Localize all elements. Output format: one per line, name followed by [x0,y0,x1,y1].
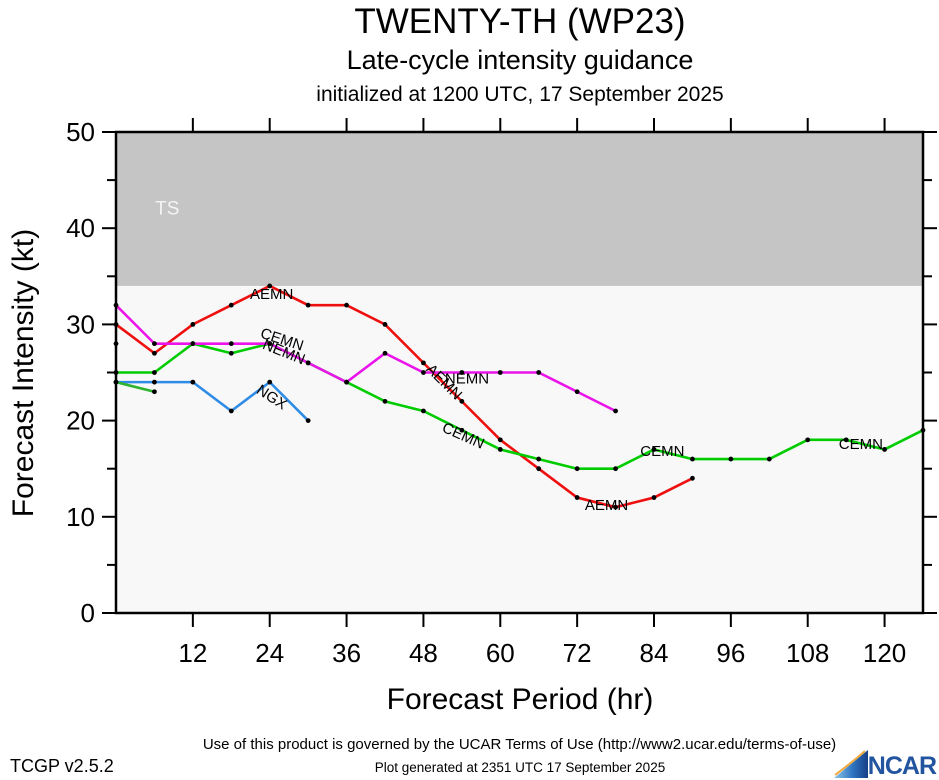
data-point-CEMN [574,466,580,472]
data-point-CEMN [228,350,234,356]
x-tick-label: 108 [786,638,829,668]
ncar-logo: NCAR [833,748,937,780]
data-point-AEMN [574,495,580,500]
data-point-unlabeled [152,389,157,395]
data-point-CEMN [728,456,734,462]
series-label-AEMN: AEMN [250,286,293,303]
x-tick-label: 60 [486,638,515,668]
data-point-NEMN [536,370,542,375]
y-tick-label: 0 [81,598,95,628]
series-label-TS: TS [155,198,179,219]
series-label-CEMN: CEMN [839,436,883,453]
data-point-NEMN [152,341,157,347]
series-label-AEMN: AEMN [585,497,628,514]
data-point-CEMN [805,437,811,443]
data-point-AEMN [690,475,695,481]
x-tick-label: 36 [332,638,361,668]
data-point-NGX [152,379,157,385]
data-point-CEMN [152,370,157,375]
y-tick-label: 30 [66,309,95,339]
y-tick-label: 20 [66,406,95,436]
data-point-AEMN [459,398,465,404]
ncar-swoosh-icon [833,750,868,778]
x-axis-label: Forecast Period (hr) [386,683,654,716]
series-line-NGX [116,380,310,422]
data-point-NGX [267,379,273,385]
x-tick-label: 84 [640,638,669,668]
data-point-CEMN [536,456,542,462]
data-point-AEMN [382,322,388,327]
data-point-NGX [228,408,234,414]
data-point-NEMN [305,360,311,366]
data-point-CEMN [459,427,465,433]
data-point-CEMN [382,398,388,404]
x-tick-label: 120 [863,638,906,668]
data-point-AEMN [152,350,157,356]
init-time-line: initialized at 1200 UTC, 17 September 20… [316,83,724,106]
data-point-CEMN [766,456,772,462]
data-point-NEMN [497,370,503,375]
data-point-AEMN [228,302,234,308]
data-point-AEMN [651,495,657,500]
data-point-CEMN [421,408,426,414]
page-subtitle: Late-cycle intensity guidance [346,45,694,75]
tcgp-version-text: TCGP v2.5.2 [10,756,114,776]
data-point-CEMN [882,447,887,452]
data-point-NEMN [267,341,273,347]
data-point-AEMN [613,504,618,510]
data-point-AEMN [344,302,349,308]
x-tick-label: 24 [255,638,284,668]
data-point-NEMN [228,341,234,347]
series-line-NEMN [115,304,617,413]
page-title: TWENTY-TH (WP23) [354,2,686,41]
plot-generated-text: Plot generated at 2351 UTC 17 September … [374,760,666,775]
data-point-NGX [305,418,311,423]
data-point-NEMN [421,370,426,375]
data-point-NEMN [344,379,349,385]
data-point-NEMN [382,350,388,356]
data-point-AEMN [305,302,311,308]
y-tick-label: 40 [66,213,95,243]
y-tick-label: 50 [66,117,95,147]
series-line-CEMN [116,342,924,471]
x-tick-label: 48 [409,638,438,668]
y-tick-label: 10 [66,502,95,532]
terms-of-use-text: Use of this product is governed by the U… [202,736,837,753]
data-point-CEMN [843,437,849,443]
ncar-logo-text: NCAR [867,752,937,780]
data-point-AEMN [267,283,273,289]
series-line-unlabeled [115,380,155,394]
data-point-NEMN [613,408,618,414]
data-point-NEMN [574,389,580,395]
data-point-NGX [190,379,196,385]
x-tick-label: 12 [178,638,207,668]
x-tick-label: 72 [563,638,592,668]
series-label-CEMN: CEMN [640,443,684,460]
ts-band [116,132,923,286]
data-point-CEMN [497,447,503,452]
data-point-AEMN [421,360,426,366]
data-point-AEMN [497,437,503,443]
data-point-AEMN [536,466,542,472]
series-line-AEMN [115,284,694,509]
data-point-CEMN [613,466,618,472]
x-tick-label: 96 [716,638,745,668]
data-point-CEMN [690,456,695,462]
series-label-NEMN: NEMN [445,371,489,388]
data-point-CEMN [651,447,657,452]
data-point-AEMN [190,322,196,327]
data-point-NEMN [459,370,465,375]
data-point-NEMN [190,341,196,347]
